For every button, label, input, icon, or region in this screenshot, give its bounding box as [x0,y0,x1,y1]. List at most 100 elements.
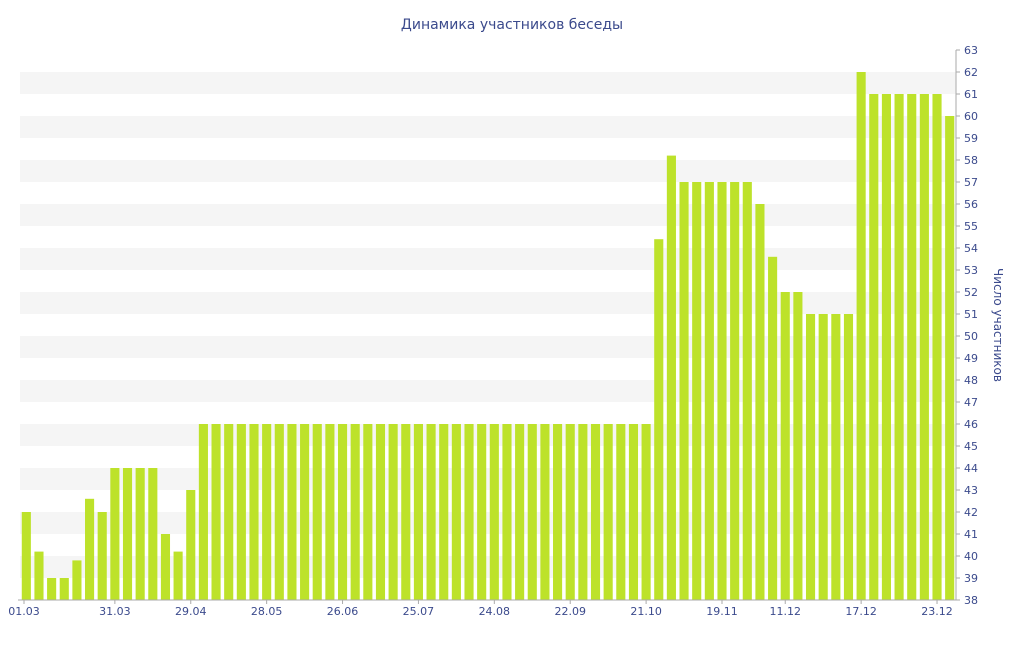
y-tick-label: 57 [964,176,978,189]
bar [401,424,411,600]
y-tick-label: 43 [964,484,978,497]
bar [325,424,335,600]
bar [59,578,69,600]
y-tick-label: 38 [964,594,978,607]
bar [818,314,828,600]
bar [641,424,651,600]
grid-band [20,424,956,446]
grid-band [20,204,956,226]
bar [805,314,816,600]
bar [553,424,563,600]
bar [843,314,854,600]
bar [262,424,272,600]
y-tick-label: 56 [964,198,978,211]
bar [85,498,95,600]
y-tick-label: 42 [964,506,978,519]
y-tick-label: 39 [964,572,978,585]
bar [122,468,133,600]
bar [881,94,891,600]
y-tick-label: 54 [964,242,978,255]
bar [755,204,765,600]
bar [679,182,689,600]
y-tick-label: 45 [964,440,978,453]
grid-band [20,248,956,270]
bar [388,424,398,600]
bar [337,424,348,600]
bar [742,182,752,600]
y-tick-label: 58 [964,154,978,167]
bars-group [21,72,955,600]
bar [198,424,208,600]
bar [413,424,423,600]
bar [730,182,740,600]
x-tick-label: 28.05 [251,605,283,618]
bar [287,424,297,600]
y-tick-labels: 38 39 40 41 42 43 44 45 46 47 48 49 50 51 52 53 54 55 56 57… [956,44,978,607]
y-tick-label: 59 [964,132,978,145]
bar [932,94,942,600]
bar [363,424,373,600]
bar [578,424,588,600]
bar [856,72,866,600]
x-tick-label: 25.07 [403,605,435,618]
y-tick-label: 53 [964,264,978,277]
bar [717,182,727,600]
bar [451,424,461,600]
y-tick-label: 44 [964,462,978,475]
grid-band [20,116,956,138]
bar [704,182,714,600]
bar [312,424,322,600]
bar [590,424,601,600]
grid-band [20,556,956,578]
bar [692,182,702,600]
bar [211,424,221,600]
bar [831,314,841,600]
x-tick-label: 17.12 [845,605,877,618]
bar [21,512,31,600]
x-tick-label: 11.12 [769,605,801,618]
bar [439,424,449,600]
chart-title: Динамика участников беседы [401,17,623,33]
bar [628,424,639,600]
y-tick-label: 50 [964,330,978,343]
x-tick-label: 26.06 [327,605,359,618]
bar [34,551,44,600]
y-axis-title: Число участников [991,268,1005,382]
bar [236,424,246,600]
y-tick-label: 55 [964,220,978,233]
bar [72,560,82,600]
bar [110,468,120,600]
bar [300,424,310,600]
x-tick-label: 23.12 [921,605,953,618]
grid-band [20,512,956,534]
y-tick-label: 48 [964,374,978,387]
bar [350,424,360,600]
grid-band [20,72,956,94]
bar [780,292,790,600]
bar [919,94,929,600]
x-tick-label: 21.10 [630,605,662,618]
y-tick-label: 61 [964,88,978,101]
bar [603,424,613,600]
y-tick-label: 63 [964,44,978,57]
bar [489,424,499,600]
bar [375,424,386,600]
bar [654,239,664,600]
grid-band [20,468,956,490]
grid-band [20,160,956,182]
bar [869,94,879,600]
bar [515,424,525,600]
grid-band [20,292,956,314]
grid-bands [20,72,956,578]
x-tick-label: 19.11 [706,605,738,618]
y-tick-label: 62 [964,66,978,79]
y-tick-label: 46 [964,418,978,431]
y-tick-label: 40 [964,550,978,563]
bar [907,94,917,600]
bar [894,94,904,600]
x-tick-label: 31.03 [99,605,131,618]
bar [135,468,145,600]
x-tick-label: 24.08 [479,605,511,618]
bar [249,424,259,600]
